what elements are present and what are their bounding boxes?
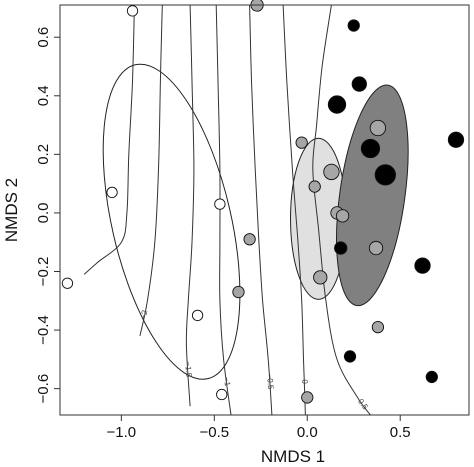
- data-point: [191, 309, 204, 322]
- y-tick-label: 0.4: [35, 85, 52, 106]
- data-point: [61, 277, 74, 289]
- y-tick-label: −0.4: [35, 315, 52, 345]
- data-point: [313, 270, 328, 285]
- data-point: [414, 257, 431, 274]
- y-axis: −0.6 −0.4 −0.2 0.0 0.2 0.4 0.6: [35, 27, 60, 404]
- data-point: [335, 209, 350, 223]
- data-point: [360, 138, 381, 159]
- data-point: [351, 76, 367, 92]
- data-point: [347, 19, 360, 32]
- contour-label: 0: [300, 379, 309, 384]
- x-axis: −1.0 −0.5 0.0 0.5: [107, 415, 411, 441]
- data-point: [334, 241, 348, 255]
- contour-line-4: [215, 4, 232, 416]
- contour-label: −1: [222, 376, 232, 387]
- data-point: [216, 388, 228, 401]
- data-point: [250, 0, 264, 12]
- data-point: [106, 186, 118, 199]
- y-tick-label: 0.6: [35, 27, 52, 48]
- contour-line-2: [139, 4, 163, 337]
- data-point: [323, 163, 340, 181]
- data-point: [369, 119, 387, 137]
- contour-line-5: [249, 4, 273, 416]
- y-tick-label: −0.2: [35, 257, 52, 287]
- group-ellipse-3: [336, 84, 409, 307]
- contour-line-3: [185, 4, 195, 407]
- data-point: [374, 164, 396, 186]
- data-point: [368, 240, 384, 256]
- y-tick-label: 0.2: [35, 144, 52, 165]
- contour-line-6: [282, 4, 306, 416]
- x-tick-label: 0.5: [390, 424, 411, 441]
- data-point: [126, 5, 139, 17]
- data-point: [232, 285, 245, 299]
- data-point: [425, 370, 438, 384]
- contours-layer: −2−1.5−1 −0.5 00.5: [83, 4, 371, 416]
- data-point: [308, 180, 321, 193]
- data-point: [243, 233, 256, 246]
- group-ellipse-1: [102, 63, 241, 380]
- contour-label: −1.5: [183, 361, 193, 378]
- data-point: [343, 350, 357, 363]
- points-layer: [61, 0, 465, 404]
- data-point: [301, 391, 314, 404]
- plot-frame: [59, 4, 470, 416]
- data-point: [327, 95, 347, 114]
- y-tick-label: −0.6: [35, 374, 52, 404]
- data-point: [371, 320, 385, 334]
- x-axis-label: NMDS 1: [261, 447, 325, 466]
- contour-line-1: [83, 4, 135, 275]
- contour-label: −0.5: [265, 373, 275, 390]
- y-axis-label: NMDS 2: [2, 178, 21, 242]
- data-point: [295, 136, 308, 149]
- data-point: [447, 131, 465, 148]
- x-tick-label: −0.5: [199, 424, 229, 441]
- x-tick-label: 0.0: [297, 424, 318, 441]
- y-tick-label: 0.0: [35, 202, 52, 223]
- x-tick-label: −1.0: [107, 424, 137, 441]
- contour-label: −2: [139, 309, 150, 320]
- contour-line-7: [312, 4, 371, 416]
- data-point: [214, 198, 226, 210]
